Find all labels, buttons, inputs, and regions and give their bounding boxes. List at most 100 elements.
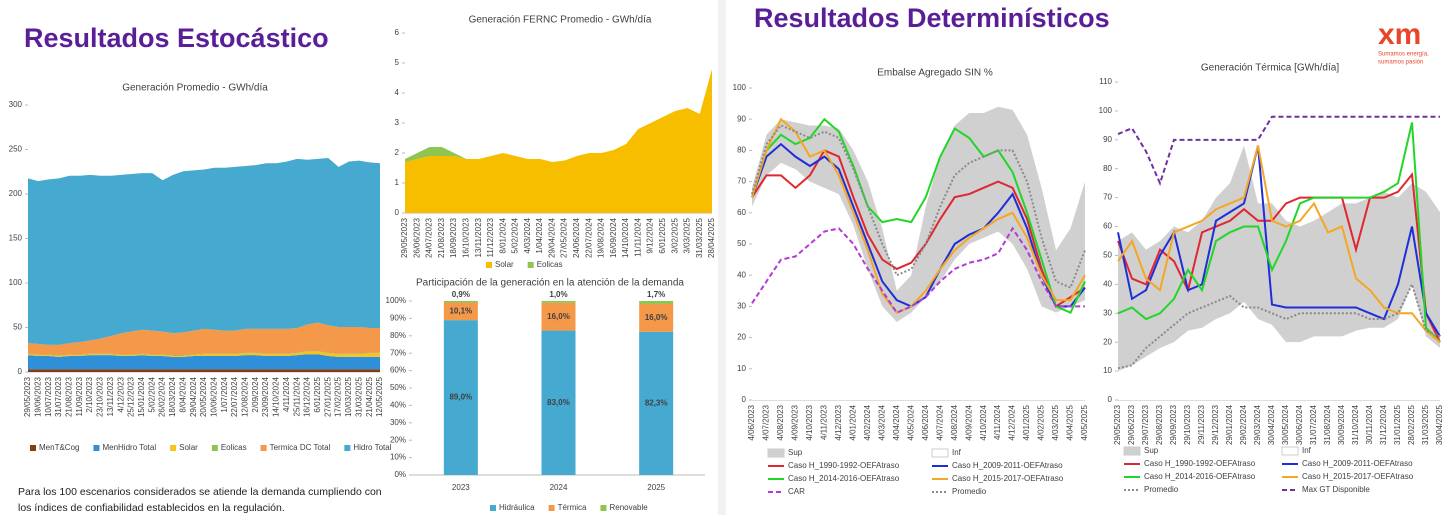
legend-label: Sup <box>1144 446 1159 455</box>
legend-swatch <box>93 445 100 451</box>
bar <box>639 303 674 332</box>
legend-label: Eolicas <box>537 260 563 269</box>
x-tick-label: 29/12/2023 <box>1211 404 1220 445</box>
legend-swatch <box>1123 446 1141 456</box>
bar <box>639 331 674 475</box>
x-tick-label: 30/05/2024 <box>1281 404 1290 445</box>
legend-label: Promedio <box>1144 485 1179 494</box>
x-tick-label: 28/04/2025 <box>707 217 716 258</box>
x-tick-label: 4/09/2024 <box>964 404 973 440</box>
legend-swatch <box>490 505 496 511</box>
x-tick-label: 4/04/2024 <box>892 404 901 440</box>
x-tick-label: 4/12/2023 <box>834 404 843 440</box>
x-tick-label: 29/07/2023 <box>1141 404 1150 445</box>
x-tick-label: 19/06/2023 <box>33 376 42 417</box>
x-tick-label: 4/06/2024 <box>921 404 930 440</box>
x-tick-label: 29/05/2023 <box>400 217 409 258</box>
x-tick-label: 4/03/2025 <box>1051 404 1060 440</box>
logo-tagline: sumamos pasión <box>1378 60 1423 66</box>
legend-swatch <box>344 445 351 451</box>
y-tick-label: 2 <box>395 148 400 157</box>
x-tick-label: 4/08/2023 <box>776 404 785 440</box>
area <box>405 69 712 162</box>
x-tick-label: 16/09/2024 <box>609 217 618 258</box>
y-tick-label: 10 <box>737 364 746 373</box>
line <box>1117 145 1441 337</box>
y-tick-label: 40% <box>390 401 406 410</box>
legend-swatch <box>170 445 177 451</box>
x-tick-label: 23/09/2024 <box>261 376 270 417</box>
value-label: 16,0% <box>547 312 570 321</box>
y-tick-label: 0 <box>18 367 23 376</box>
x-tick-label: 4/04/2025 <box>1066 404 1075 440</box>
value-label: 10,1% <box>449 306 472 315</box>
y-tick-label: 90% <box>390 314 406 323</box>
x-tick-label: 10/06/2024 <box>209 376 218 417</box>
y-tick-label: 70% <box>390 348 406 357</box>
x-tick-label: 29/01/2024 <box>1225 404 1234 445</box>
y-tick-label: 10% <box>390 453 406 462</box>
y-tick-label: 50 <box>13 323 22 332</box>
x-tick-label: 30/09/2024 <box>1337 404 1346 445</box>
x-tick-label: 4/09/2023 <box>791 404 800 440</box>
x-tick-label: 4/05/2025 <box>1080 404 1089 440</box>
y-tick-label: 30 <box>1103 308 1112 317</box>
y-tick-label: 40 <box>1103 279 1112 288</box>
x-tick-label: 30/06/2024 <box>1295 404 1304 445</box>
legend-label: Eolicas <box>221 443 247 452</box>
y-tick-label: 100 <box>733 83 747 92</box>
x-tick-label: 29/03/2024 <box>1253 404 1262 445</box>
x-tick-label: 22/07/2024 <box>584 217 593 258</box>
legend-label: Térmica <box>558 503 587 512</box>
legend-label: Solar <box>179 443 198 452</box>
legend-label: CAR <box>788 487 805 496</box>
x-tick-label: 4/02/2025 <box>1037 404 1046 440</box>
line <box>751 142 1086 308</box>
x-tick-label: 27/01/2025 <box>323 376 332 417</box>
y-tick-label: 110 <box>1099 77 1112 86</box>
x-tick-label: 4/07/2024 <box>935 404 944 440</box>
legend-label: Hidro Total <box>353 443 391 452</box>
y-tick-label: 40 <box>737 270 746 279</box>
x-tick-label: 29/02/2024 <box>1239 404 1248 445</box>
band-area <box>752 162 1085 400</box>
x-tick-label: 10/03/2025 <box>344 376 353 417</box>
chart-title: Generación FERNC Promedio - GWh/día <box>469 15 652 26</box>
legend-label: Inf <box>952 448 962 457</box>
x-tick-label: 3/02/2025 <box>670 217 679 253</box>
y-tick-label: 80 <box>737 146 746 155</box>
legend-label: Caso H_2009-2011-OEFAtraso <box>952 461 1063 470</box>
x-tick-label: 21/08/2023 <box>437 217 446 258</box>
y-tick-label: 80% <box>390 331 406 340</box>
x-tick-label: 14/10/2024 <box>621 217 630 258</box>
x-tick-label: 12/05/2025 <box>375 376 384 417</box>
x-tick-label: 8/04/2024 <box>178 376 187 412</box>
y-tick-label: 100% <box>386 296 406 305</box>
x-tick-label: 29/09/2023 <box>1169 404 1178 445</box>
x-tick-label: 2/10/2023 <box>85 376 94 412</box>
legend-swatch <box>767 448 785 458</box>
x-tick-label: 4/01/2024 <box>848 404 857 440</box>
x-tick-label: 5/02/2024 <box>147 376 156 412</box>
legend-label: Sup <box>788 448 803 457</box>
y-tick-label: 200 <box>9 189 23 198</box>
x-tick-label: 21/04/2025 <box>365 376 374 417</box>
x-tick-label: 29/04/2024 <box>547 217 556 258</box>
line <box>1117 281 1441 370</box>
y-tick-label: 0 <box>395 208 400 217</box>
legend-label: Promedio <box>952 487 987 496</box>
x-tick-label: 29/11/2023 <box>1197 404 1206 444</box>
x-tick-label: 11/12/2023 <box>486 217 495 257</box>
legend-label: Inf <box>1302 446 1312 455</box>
x-tick-label: 27/05/2024 <box>560 217 569 258</box>
x-tick-label: 29/06/2023 <box>1127 404 1136 445</box>
value-label: 0,9% <box>452 290 470 299</box>
x-tick-label: 15/01/2024 <box>137 376 146 417</box>
area <box>28 322 380 356</box>
x-tick-label: 1/04/2024 <box>535 217 544 253</box>
value-label: 1,0% <box>549 290 567 299</box>
x-tick-label: 4/02/2024 <box>863 404 872 440</box>
x-tick-label: 25/11/2024 <box>292 376 301 416</box>
x-tick-label: 31/12/2024 <box>1379 404 1388 445</box>
